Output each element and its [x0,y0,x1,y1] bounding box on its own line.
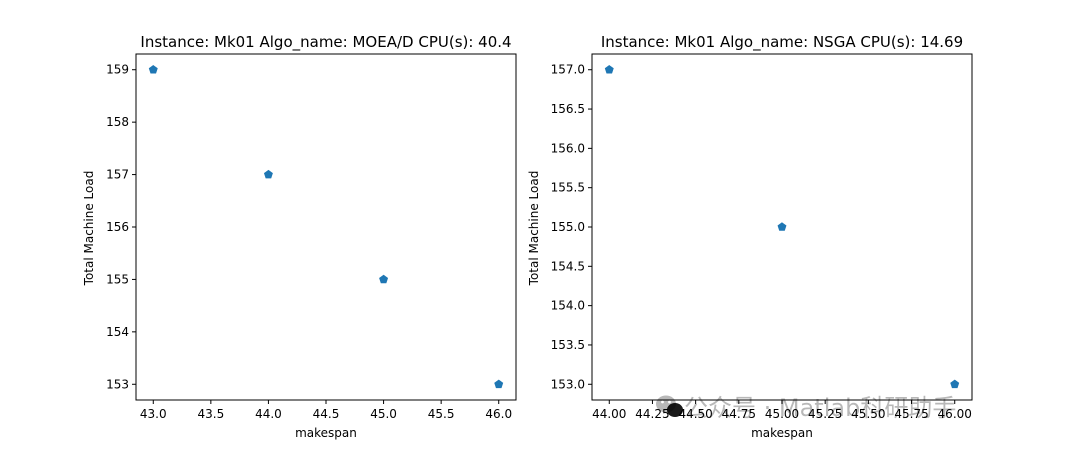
x-axis-label: makespan [295,426,357,440]
chart-nsga: Instance: Mk01 Algo_name: NSGA CPU(s): 1… [527,33,973,440]
data-point [604,65,614,74]
x-tick-label: 45.50 [851,407,885,421]
y-tick-label: 159 [106,63,129,77]
wechat-icon [656,395,683,417]
y-tick-label: 157 [106,168,129,182]
data-point [777,222,787,231]
y-tick-label: 155.5 [551,181,585,195]
x-tick-label: 46.0 [485,407,512,421]
watermark: 公众号 · Matlab科研助手 [656,394,956,422]
y-tick-label: 155 [106,272,129,286]
y-tick-label: 155.0 [551,220,585,234]
x-tick-label: 44.00 [592,407,626,421]
x-tick-label: 45.0 [370,407,397,421]
data-point [263,169,273,179]
y-tick-label: 158 [106,115,129,129]
x-tick-label: 44.75 [722,407,756,421]
x-axis-label: makespan [751,426,813,440]
data-point [379,274,389,284]
x-tick-label: 45.5 [428,407,455,421]
x-tick-label: 45.25 [808,407,842,421]
x-tick-label: 44.0 [255,407,282,421]
x-tick-label: 43.0 [140,407,167,421]
y-tick-label: 156.0 [551,141,585,155]
x-tick-label: 45.00 [765,407,799,421]
y-tick-label: 154 [106,325,129,339]
y-tick-label: 154.5 [551,259,585,273]
x-tick-label: 44.50 [678,407,712,421]
data-point [950,379,960,389]
x-tick-label: 46.00 [938,407,972,421]
x-tick-label: 43.5 [197,407,224,421]
y-tick-label: 153 [106,377,129,391]
x-tick-label: 44.25 [635,407,669,421]
chart-title: Instance: Mk01 Algo_name: NSGA CPU(s): 1… [601,33,963,52]
chart-moead: Instance: Mk01 Algo_name: MOEA/D CPU(s):… [82,33,517,440]
y-axis-label: Total Machine Load [82,171,96,287]
data-point [494,379,504,389]
y-tick-label: 156 [106,220,129,234]
chart-title: Instance: Mk01 Algo_name: MOEA/D CPU(s):… [140,33,511,52]
y-tick-label: 153.5 [551,338,585,352]
x-tick-label: 44.5 [313,407,340,421]
data-point [148,65,158,74]
y-tick-label: 157.0 [551,63,585,77]
y-tick-label: 153.0 [551,377,585,391]
y-tick-label: 154.0 [551,299,585,313]
x-tick-label: 45.75 [894,407,928,421]
watermark-text: 公众号 · Matlab科研助手 [684,394,956,422]
y-axis-label: Total Machine Load [527,171,541,287]
y-tick-label: 156.5 [551,102,585,116]
